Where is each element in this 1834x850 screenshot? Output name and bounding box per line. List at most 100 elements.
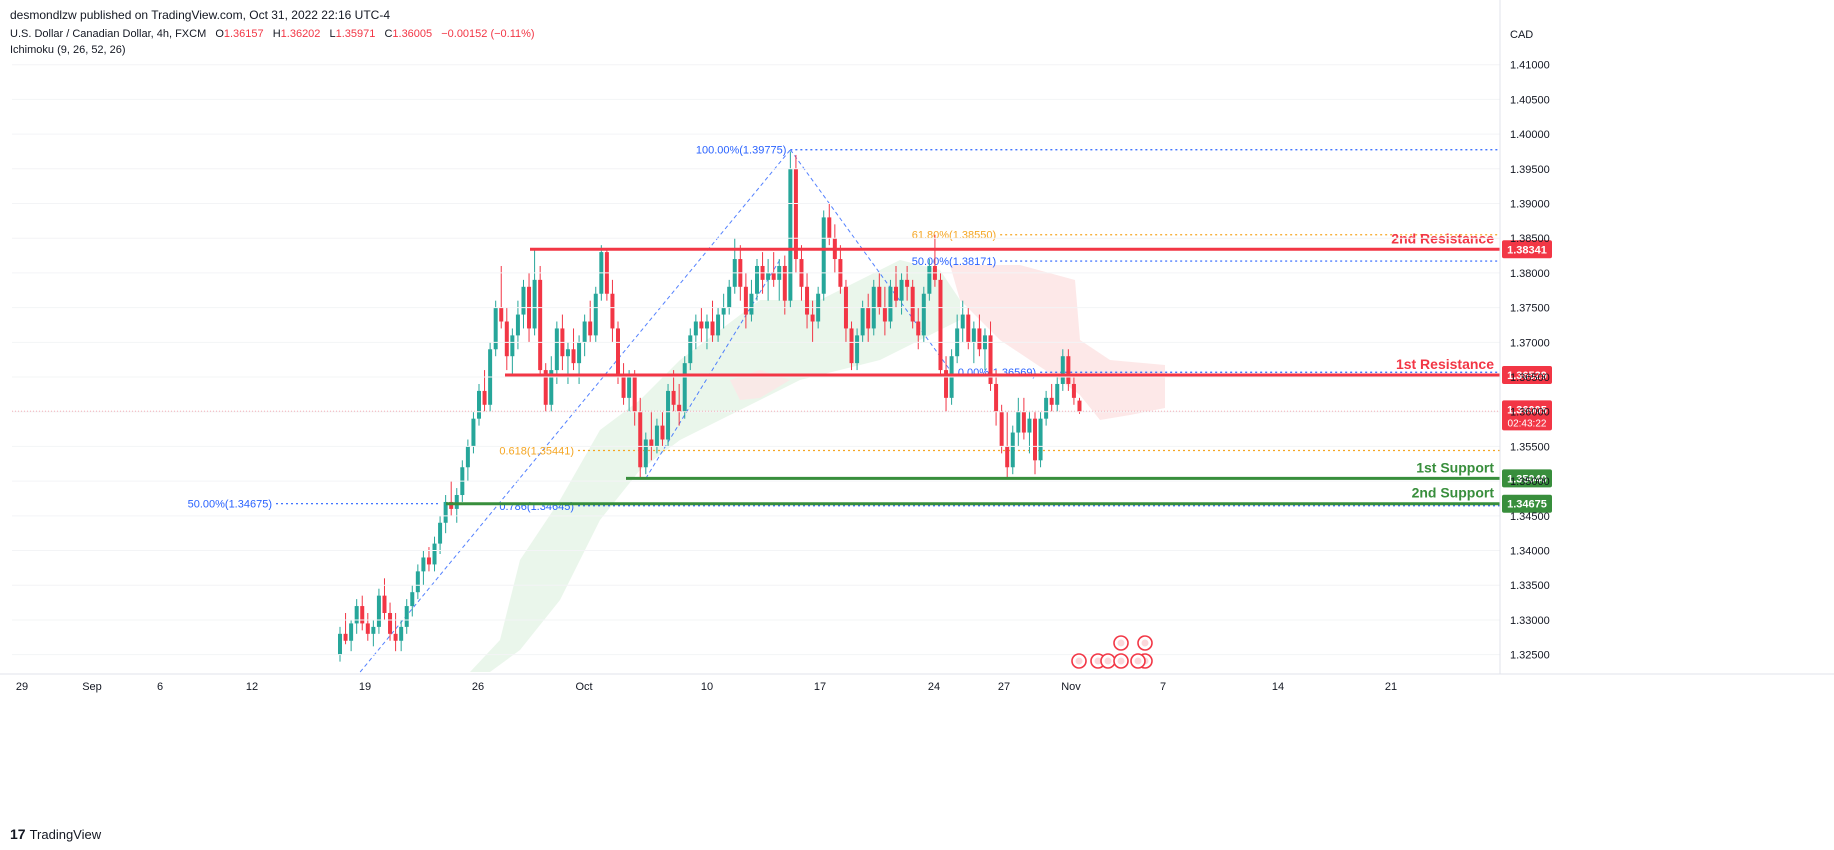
currency-label: CAD xyxy=(1510,29,1533,41)
candle-body xyxy=(360,606,365,624)
low-value: 1.35971 xyxy=(335,28,376,40)
candle-body xyxy=(788,168,793,301)
candle-body xyxy=(654,425,659,447)
x-tick-label: Oct xyxy=(575,681,592,693)
candle-body xyxy=(538,279,543,371)
candle-body xyxy=(916,321,921,336)
candle-body xyxy=(766,272,771,280)
candle-body xyxy=(577,342,582,364)
candle-body xyxy=(688,335,693,364)
symbol-legend[interactable]: U.S. Dollar / Canadian Dollar, 4h, FXCM … xyxy=(10,28,535,40)
candle-body xyxy=(910,286,915,322)
candle-body xyxy=(643,439,648,468)
candle-body xyxy=(1055,383,1060,405)
candle-body xyxy=(354,606,359,624)
x-tick-label: 17 xyxy=(814,681,826,693)
candle-body xyxy=(1010,432,1015,468)
price-tag-label: 1.35040 xyxy=(1507,473,1547,485)
candle-body xyxy=(743,286,748,315)
candle-body xyxy=(627,377,632,398)
candle-body xyxy=(482,390,487,405)
candle-body xyxy=(966,314,971,343)
candle-body xyxy=(1038,418,1043,461)
candle-body xyxy=(565,349,570,357)
close-value: 1.36005 xyxy=(392,28,433,40)
y-tick-label: 1.33000 xyxy=(1510,615,1550,627)
low-label: L xyxy=(329,28,336,40)
x-tick-label: 27 xyxy=(998,681,1010,693)
candle-body xyxy=(660,425,665,440)
fib-level-label: 50.00%(1.38171) xyxy=(912,256,996,268)
countdown-label: 02:43:22 xyxy=(1508,418,1547,429)
candle-body xyxy=(471,418,476,447)
price-tag-label: 1.38341 xyxy=(1507,244,1547,256)
candle-body xyxy=(432,543,437,565)
candle-body xyxy=(755,265,759,294)
publish-info: desmondlzw published on TradingView.com,… xyxy=(10,8,390,22)
indicator-legend[interactable]: Ichimoku (9, 26, 52, 26) xyxy=(10,44,126,56)
candle-body xyxy=(671,390,676,405)
tradingview-footer[interactable]: 17 TradingView xyxy=(10,826,101,842)
price-tag xyxy=(1502,469,1552,488)
candle-body xyxy=(343,633,348,641)
candle-body xyxy=(443,501,448,523)
candle-body xyxy=(1077,400,1082,412)
candle-body xyxy=(793,168,798,260)
candle-body xyxy=(682,363,687,412)
candle-body xyxy=(999,411,1004,447)
y-tick-label: 1.38000 xyxy=(1510,268,1550,280)
candle-body xyxy=(821,217,826,294)
y-tick-label: 1.32500 xyxy=(1510,650,1550,662)
candle-body xyxy=(849,328,854,364)
y-tick-label: 1.40000 xyxy=(1510,129,1550,141)
candle-body xyxy=(944,370,949,398)
candle-body xyxy=(666,390,671,440)
candle-body xyxy=(827,217,832,239)
symbol-title: U.S. Dollar / Canadian Dollar, 4h, FXCM xyxy=(10,28,207,40)
candle-body xyxy=(693,321,698,336)
axes: CAD 1.41000 1.40500 1.40000 1.39500 1.39000 1.… xyxy=(0,0,1834,693)
change-value: −0.00152 (−0.11%) xyxy=(441,28,535,40)
candle-body xyxy=(716,314,721,336)
candle-body xyxy=(454,495,459,509)
candle-body xyxy=(621,377,626,398)
candle-body xyxy=(532,279,537,329)
candle-body xyxy=(610,293,615,329)
price-tag xyxy=(1502,366,1552,385)
event-flag-icon xyxy=(1075,657,1083,665)
candle-body xyxy=(399,626,404,641)
ichimoku-cloud xyxy=(470,260,1165,672)
x-tick-label: 7 xyxy=(1160,681,1166,693)
candle-body xyxy=(977,328,982,350)
candle-body xyxy=(971,328,976,343)
price-tag-label: 1.36529 xyxy=(1507,370,1547,382)
tradingview-logo-icon: 17 xyxy=(10,826,26,842)
candle-body xyxy=(510,335,515,357)
candle-body xyxy=(582,321,587,343)
level-name: 2nd Support xyxy=(1412,485,1495,501)
event-flag-icon xyxy=(1117,639,1125,647)
high-value: 1.36202 xyxy=(280,28,321,40)
candle-body xyxy=(782,265,787,301)
candle-body xyxy=(810,314,815,322)
open-value: 1.36157 xyxy=(223,28,264,40)
candle-body xyxy=(1021,411,1026,433)
close-label: C xyxy=(384,28,393,40)
candle-body xyxy=(1049,397,1054,405)
candle-body xyxy=(710,321,715,336)
candle-body xyxy=(899,279,904,301)
fib-level-label: 0.618(1.35441) xyxy=(499,446,574,458)
level-name: 1st Support xyxy=(1416,459,1494,475)
candle-body xyxy=(894,286,898,301)
last-price-tag xyxy=(1502,400,1552,431)
y-tick-label: 1.37500 xyxy=(1510,303,1550,315)
candle-body xyxy=(477,390,481,419)
candle-body xyxy=(866,307,871,329)
candle-body xyxy=(404,606,409,627)
candle-body xyxy=(499,307,504,322)
candle-body xyxy=(994,383,999,412)
candle-body xyxy=(1044,397,1049,419)
x-tick-label: 6 xyxy=(157,681,163,693)
candle-body xyxy=(388,613,393,634)
